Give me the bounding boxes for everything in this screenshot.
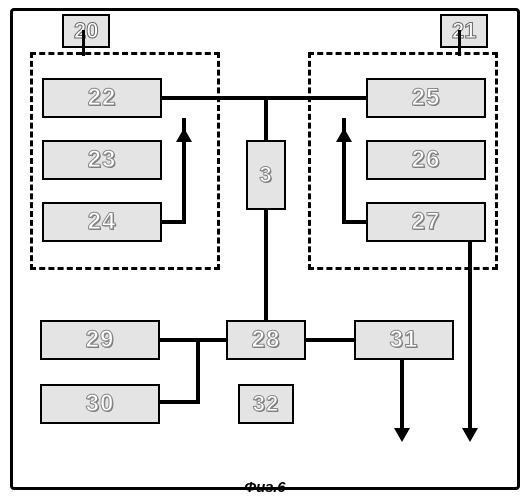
block-label: 25	[412, 84, 441, 112]
arrowhead-down-icon	[394, 428, 410, 442]
block-22: 22	[42, 78, 162, 118]
block-28: 28	[226, 320, 306, 360]
block-label: 24	[88, 208, 117, 236]
group-tag-left: 20	[62, 14, 110, 48]
block-32: 32	[238, 384, 294, 424]
block-29: 29	[40, 320, 160, 360]
connector-horizontal	[160, 338, 226, 342]
block-24: 24	[42, 202, 162, 242]
block-27: 27	[366, 202, 486, 242]
block-label: 29	[86, 326, 115, 354]
block-label: 27	[412, 208, 441, 236]
block-label: 23	[88, 146, 117, 174]
connector-horizontal	[162, 96, 264, 100]
arrowhead-up-icon	[176, 128, 192, 142]
block-label: 28	[252, 326, 281, 354]
connector-vertical	[458, 30, 461, 56]
block-label: 3	[259, 162, 272, 188]
connector-vertical	[264, 210, 268, 320]
block-label: 30	[86, 390, 115, 418]
block-23: 23	[42, 140, 162, 180]
block-30: 30	[40, 384, 160, 424]
figure-caption: Фиг.6	[244, 479, 285, 496]
block-31: 31	[354, 320, 454, 360]
block-label: 26	[412, 146, 441, 174]
connector-horizontal	[160, 400, 200, 404]
connector-vertical	[264, 96, 268, 140]
diagram-canvas: 20 21 22 23 24 25 26 27 3 28 29 30 31 32 Фиг.6	[0, 0, 530, 500]
connector-vertical	[468, 242, 472, 430]
arrowhead-down-icon	[462, 428, 478, 442]
connector-vertical	[82, 30, 85, 56]
connector-horizontal	[306, 338, 354, 342]
block-label: 31	[390, 326, 419, 354]
connector-horizontal	[266, 96, 366, 100]
arrowhead-up-icon	[336, 128, 352, 142]
block-label: 32	[253, 391, 279, 417]
block-3: 3	[246, 140, 286, 210]
block-label: 22	[88, 84, 117, 112]
connector-vertical	[196, 338, 200, 404]
connector-vertical	[400, 360, 404, 430]
block-25: 25	[366, 78, 486, 118]
block-26: 26	[366, 140, 486, 180]
group-tag-right: 21	[440, 14, 488, 48]
